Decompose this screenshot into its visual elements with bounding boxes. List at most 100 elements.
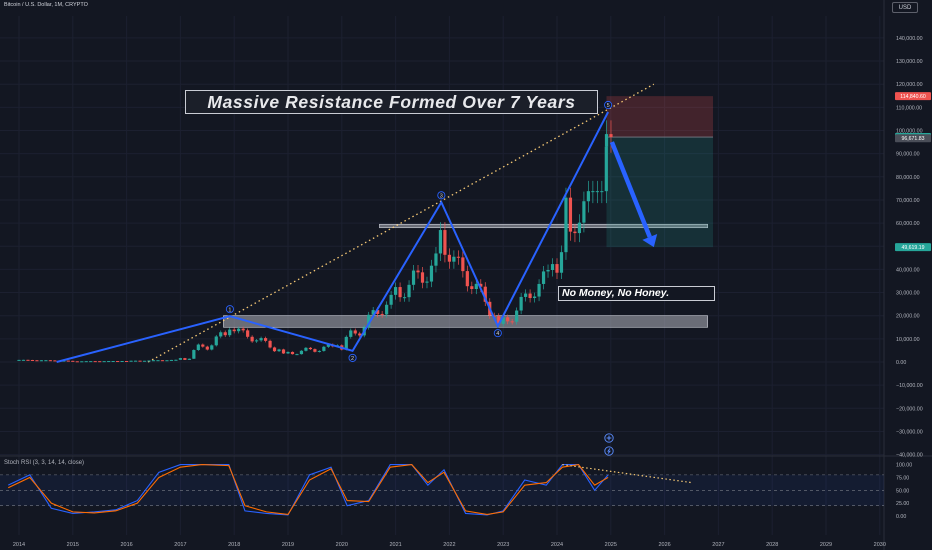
candle — [169, 359, 174, 361]
price-tick-label: 30,000.00 — [896, 291, 920, 297]
candle — [367, 314, 371, 328]
candle — [532, 296, 537, 299]
candle — [313, 349, 317, 352]
candle — [138, 360, 142, 362]
price-tick-label: 80,000.00 — [896, 175, 920, 181]
candle — [308, 347, 313, 350]
candle — [228, 329, 232, 336]
candle — [573, 231, 577, 234]
candle — [425, 281, 429, 283]
candle — [304, 347, 308, 351]
candle — [537, 283, 541, 297]
candle — [519, 296, 523, 311]
rsi-tick-label: 25.00 — [896, 501, 909, 507]
price-label-text: 49,619.19 — [901, 245, 924, 251]
candle — [506, 317, 510, 322]
candle — [178, 358, 182, 360]
candle — [187, 358, 191, 360]
stoch-rsi-title: Stoch RSI (3, 3, 14, 14, close) — [4, 460, 85, 466]
support-resistance-zones — [223, 223, 708, 328]
rising-trendline — [147, 83, 655, 363]
chart-icons[interactable] — [604, 433, 614, 456]
candle — [438, 230, 443, 254]
candle — [568, 197, 573, 232]
zone-0 — [223, 315, 708, 328]
candle — [470, 286, 474, 290]
time-axis[interactable]: 2014 2015 2016 2017 2018 2019 2020 2021 2022 2023… — [13, 542, 886, 548]
price-tick-label: 10,000.00 — [896, 337, 920, 343]
candle — [223, 332, 227, 336]
price-tick-label: 0.00 — [896, 360, 906, 366]
stoch-k-line — [8, 464, 609, 516]
candle — [299, 350, 304, 355]
candle — [586, 191, 590, 202]
time-tick-label: 2022 — [443, 542, 455, 548]
candle — [35, 360, 39, 362]
candle — [93, 361, 97, 363]
price-tick-label: 90,000.00 — [896, 152, 920, 158]
candle — [272, 347, 277, 352]
currency-button[interactable]: USD — [892, 2, 918, 13]
time-tick-label: 2027 — [712, 542, 724, 548]
arrow-head — [642, 233, 658, 248]
time-tick-label: 2018 — [228, 542, 240, 548]
candle — [44, 360, 48, 362]
price-label-box — [895, 134, 931, 143]
price-label-text: 114,840.60 — [900, 94, 926, 100]
candle — [160, 360, 165, 362]
candle — [515, 310, 519, 322]
candle — [394, 287, 398, 295]
candle — [349, 330, 353, 337]
price-tick-label: 40,000.00 — [896, 267, 920, 273]
candle — [604, 146, 608, 192]
candle — [376, 310, 380, 314]
candle — [133, 360, 138, 362]
candle — [447, 254, 451, 262]
candle — [255, 340, 259, 342]
rsi-trendline — [562, 464, 692, 484]
short-position-tool[interactable] — [606, 96, 714, 248]
candle — [39, 360, 44, 362]
candle — [371, 310, 375, 315]
candle — [214, 336, 218, 346]
zone-1 — [379, 223, 708, 229]
price-tick-label: 140,000.00 — [896, 36, 923, 42]
candle — [295, 354, 299, 356]
candle — [429, 265, 434, 282]
candle — [479, 283, 483, 287]
time-tick-label: 2023 — [497, 542, 509, 548]
candle — [389, 294, 393, 305]
time-tick-label: 2017 — [174, 542, 186, 548]
candle — [232, 329, 236, 332]
time-tick-label: 2020 — [336, 542, 348, 548]
candle — [326, 344, 330, 347]
stop-zone — [606, 96, 714, 138]
candle — [317, 350, 321, 352]
candle — [107, 361, 111, 363]
candle — [501, 317, 505, 324]
candle — [483, 286, 487, 302]
stoch-d-line — [8, 464, 609, 516]
candle — [416, 270, 420, 273]
candle — [129, 360, 133, 362]
price-tick-label: 130,000.00 — [896, 59, 923, 65]
candle — [411, 270, 416, 285]
candle — [48, 360, 52, 362]
price-tick-label: 20,000.00 — [896, 314, 920, 320]
candle — [524, 293, 528, 297]
candle — [609, 134, 613, 138]
pattern-line — [56, 111, 609, 363]
projection-arrow — [609, 141, 658, 248]
price-label-box — [895, 243, 931, 252]
candle — [210, 345, 214, 350]
price-tick-label: −10,000.00 — [896, 383, 923, 389]
price-tick-label: 100,000.00 — [896, 129, 923, 135]
candle — [550, 264, 555, 271]
pattern-point-label: 5 — [607, 103, 610, 109]
target-zone — [606, 137, 714, 248]
candle — [281, 349, 286, 354]
price-tick-label: −20,000.00 — [896, 406, 923, 412]
candle — [71, 360, 75, 362]
trendline — [147, 83, 655, 363]
